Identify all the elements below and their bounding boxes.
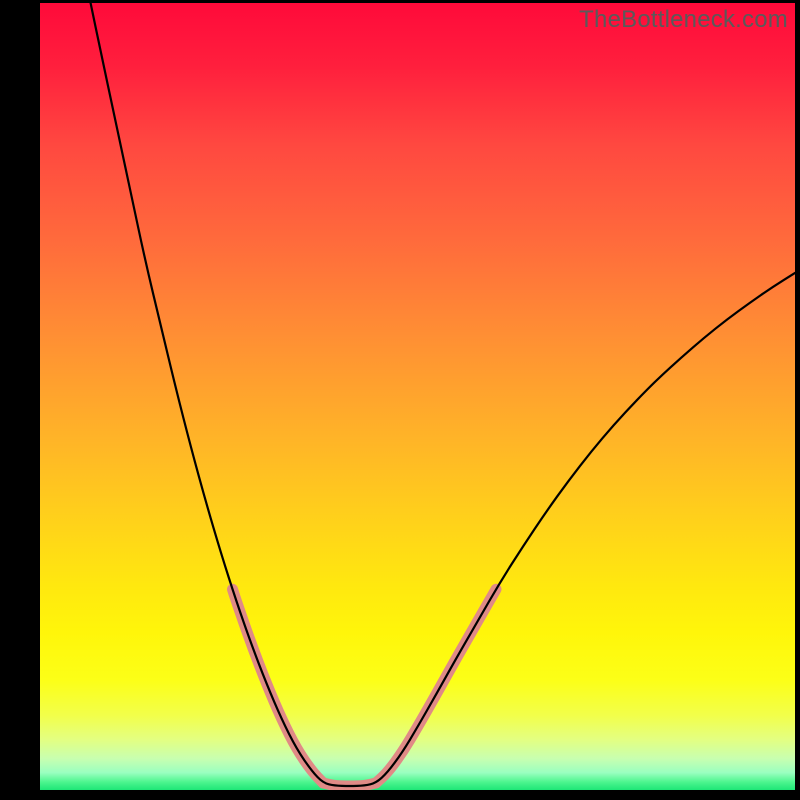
watermark-text: TheBottleneck.com — [579, 6, 788, 34]
border-top — [0, 0, 800, 3]
chart-frame: TheBottleneck.com — [0, 0, 800, 800]
gradient-background — [40, 3, 795, 790]
border-left — [0, 0, 40, 800]
plot-svg — [40, 3, 795, 790]
border-bottom — [0, 790, 800, 800]
plot-area — [40, 3, 795, 790]
border-right — [795, 0, 800, 800]
